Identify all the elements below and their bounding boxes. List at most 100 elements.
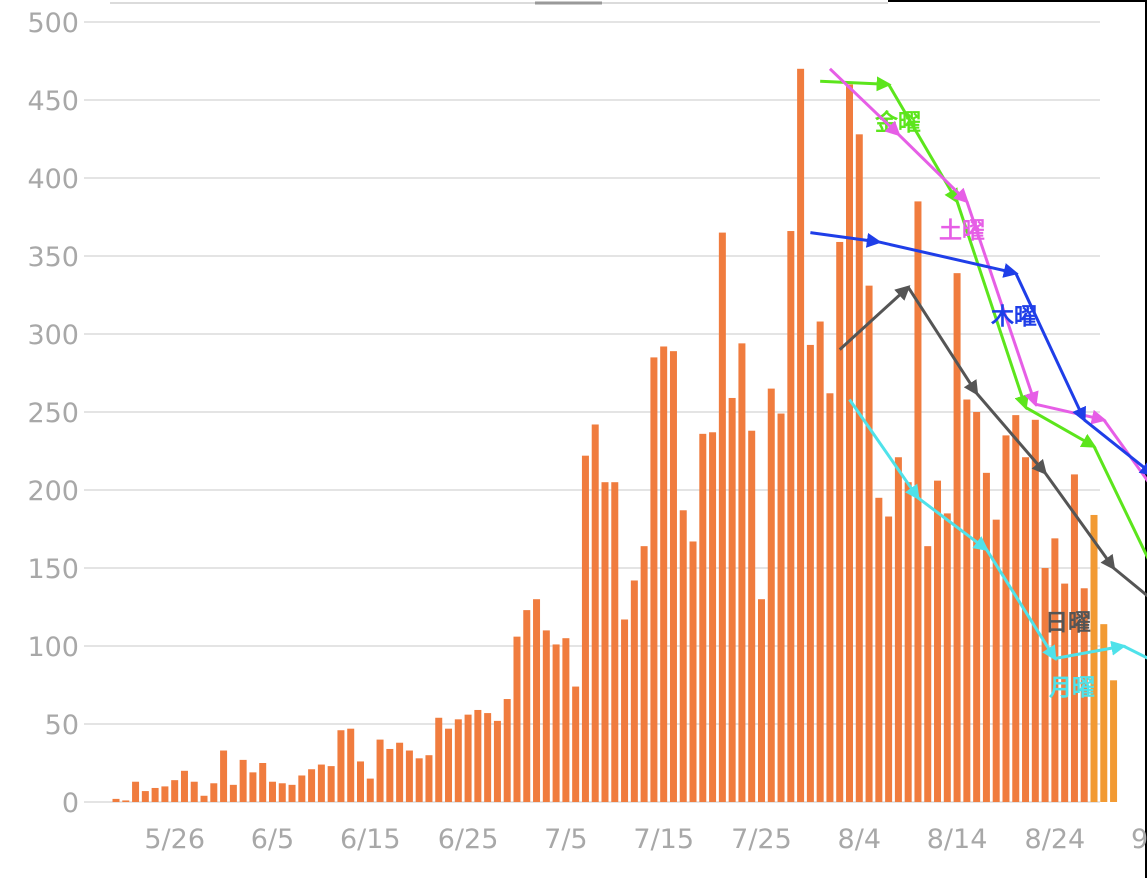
bar [1061,583,1069,802]
bar [1110,680,1118,802]
bar [611,482,619,802]
bar [601,482,609,802]
bar [415,758,423,802]
bar [161,786,169,802]
trend-line-4: 月曜 [848,398,1147,701]
bar [699,433,707,802]
bar [963,399,971,802]
bar [1090,514,1098,802]
bar [445,728,453,802]
bar [767,388,775,802]
trend-label: 木曜 [990,304,1037,330]
bar [591,424,599,802]
bar [689,541,697,802]
bar [288,784,296,802]
bar [513,636,521,802]
bar [1041,568,1049,802]
trend-segment [838,285,911,351]
bar [885,516,893,802]
trend-segment [828,67,901,137]
bar [953,273,961,802]
bar [229,784,237,802]
bar [914,201,922,802]
bar [982,472,990,802]
bar [777,413,785,802]
trend-segment [878,240,1019,278]
bar [581,455,589,802]
y-tick-label: 450 [27,86,79,117]
bar [1002,435,1010,802]
bar [220,750,228,802]
bar [474,709,482,802]
bar [210,783,218,802]
bar [405,750,413,802]
y-tick-label: 0 [62,788,79,819]
bar [493,720,501,802]
trend-segment [906,286,979,396]
x-tick-label: 7/15 [633,824,694,855]
bar [973,412,981,802]
bar [1051,538,1059,802]
bar [151,787,159,802]
bar [1070,474,1078,802]
bar [943,513,951,802]
trend-segment [1083,418,1147,477]
x-tick-label: 7/25 [731,824,792,855]
trend-segment [965,200,1039,408]
x-tick-label: 8/14 [927,824,988,855]
bar [865,285,873,802]
bar [396,742,404,802]
bar [141,791,149,802]
trend-segment [1054,640,1127,660]
trend-segment [975,392,1048,476]
bar [239,759,247,802]
trend-label: 月曜 [1048,675,1095,701]
bar [1031,419,1039,802]
bar [826,393,834,802]
x-tick-label: 7/5 [544,824,587,855]
trend-segment [1122,644,1147,660]
bar [317,764,325,802]
bar [640,546,648,802]
bar [934,480,942,802]
y-tick-label: 150 [27,554,79,585]
bar [298,775,306,802]
bar [386,748,394,802]
bar [846,84,853,802]
bar [533,599,541,802]
bar [650,357,658,802]
bar [200,795,208,802]
bar [523,610,531,802]
bar [1012,415,1020,802]
bar [924,546,932,802]
bar [1100,624,1108,802]
bar [992,519,1000,802]
trend-segment [1112,566,1147,598]
bar [836,241,844,802]
x-tick-label: 6/15 [340,824,401,855]
bar [748,430,756,802]
trend-segment [955,200,1029,411]
bar [806,344,814,802]
bar [278,783,286,802]
bars [112,68,1118,803]
bar [327,766,335,802]
trend-segment [1034,402,1107,425]
bar [171,780,179,802]
bar [268,781,276,802]
trend-segment [848,398,920,501]
bar [337,730,345,802]
y-tick-label: 250 [27,398,79,429]
bar [180,770,188,802]
bar [454,719,462,802]
bar [259,763,267,802]
x-tick-label: 8/4 [838,824,881,855]
bar [904,482,912,802]
y-tick-label: 500 [27,8,79,39]
trend-segment [917,496,989,552]
trend-segment [985,548,1057,662]
bar [425,755,433,802]
y-axis-ticks: 0 50 100 150 200 250 300 350 400 450 500 [27,8,79,819]
x-tick-label: 6/5 [251,824,294,855]
bar [855,134,863,802]
